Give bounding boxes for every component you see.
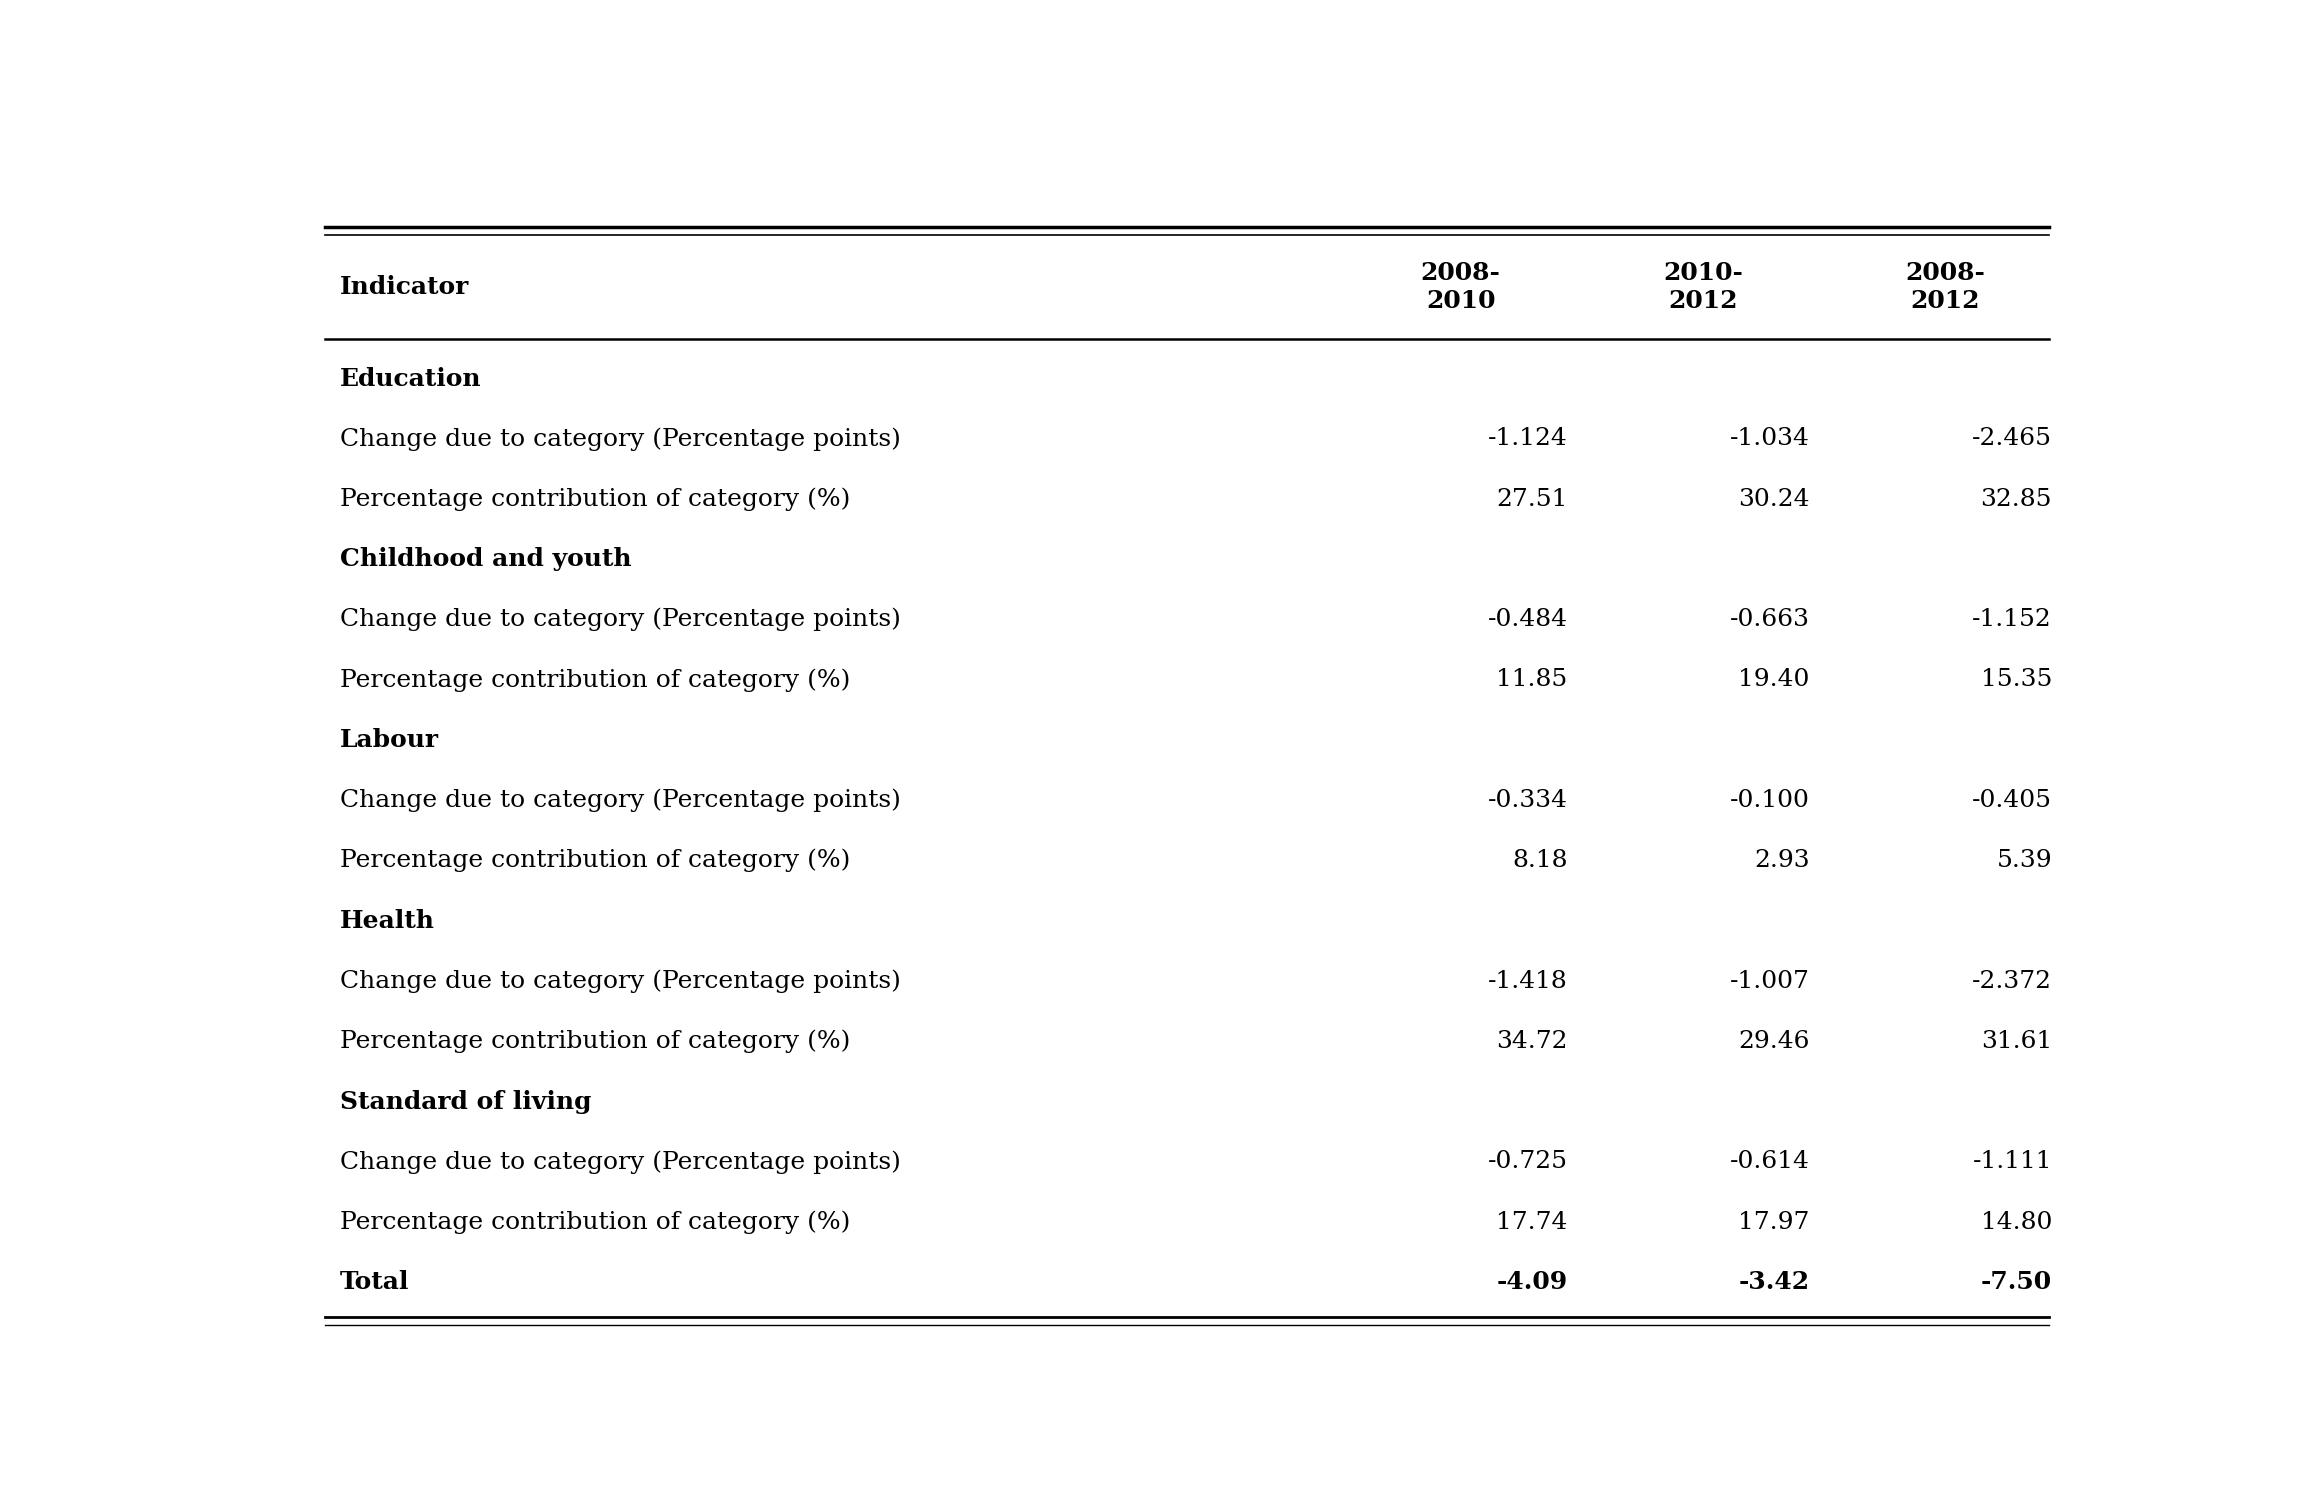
Text: -2.465: -2.465 [1973,427,2052,450]
Text: Labour: Labour [340,728,438,752]
Text: 19.40: 19.40 [1739,668,1809,691]
Text: 8.18: 8.18 [1512,849,1568,871]
Text: -1.124: -1.124 [1487,427,1568,450]
Text: -0.663: -0.663 [1730,608,1809,631]
Text: Education: Education [340,367,482,390]
Text: -1.111: -1.111 [1973,1150,2052,1174]
Text: 34.72: 34.72 [1496,1029,1568,1054]
Text: 2008-
2010: 2008- 2010 [1420,262,1501,313]
Text: -0.405: -0.405 [1973,789,2052,811]
Text: 30.24: 30.24 [1739,488,1809,510]
Text: Percentage contribution of category (%): Percentage contribution of category (%) [340,668,850,692]
Text: Standard of living: Standard of living [340,1090,591,1114]
Text: 15.35: 15.35 [1980,668,2052,691]
Text: -0.725: -0.725 [1487,1150,1568,1174]
Text: -0.614: -0.614 [1730,1150,1809,1174]
Text: 5.39: 5.39 [1996,849,2052,871]
Text: 27.51: 27.51 [1496,488,1568,510]
Text: -1.418: -1.418 [1487,969,1568,993]
Text: Percentage contribution of category (%): Percentage contribution of category (%) [340,1029,850,1054]
Text: Indicator: Indicator [340,275,470,299]
Text: -1.152: -1.152 [1973,608,2052,631]
Text: Percentage contribution of category (%): Percentage contribution of category (%) [340,849,850,873]
Text: 31.61: 31.61 [1980,1029,2052,1054]
Text: 11.85: 11.85 [1496,668,1568,691]
Text: Percentage contribution of category (%): Percentage contribution of category (%) [340,488,850,510]
Text: 14.80: 14.80 [1980,1210,2052,1234]
Text: 2008-
2012: 2008- 2012 [1906,262,1985,313]
Text: Change due to category (Percentage points): Change due to category (Percentage point… [340,427,901,450]
Text: -7.50: -7.50 [1980,1270,2052,1294]
Text: -2.372: -2.372 [1973,969,2052,993]
Text: 32.85: 32.85 [1980,488,2052,510]
Text: Total: Total [340,1270,410,1294]
Text: 17.74: 17.74 [1496,1210,1568,1234]
Text: -0.484: -0.484 [1487,608,1568,631]
Text: Health: Health [340,909,435,933]
Text: -1.007: -1.007 [1730,969,1809,993]
Text: -1.034: -1.034 [1730,427,1809,450]
Text: 2.93: 2.93 [1753,849,1809,871]
Text: Childhood and youth: Childhood and youth [340,548,632,572]
Text: -3.42: -3.42 [1739,1270,1809,1294]
Text: Change due to category (Percentage points): Change due to category (Percentage point… [340,789,901,813]
Text: Change due to category (Percentage points): Change due to category (Percentage point… [340,969,901,993]
Text: 2010-
2012: 2010- 2012 [1663,262,1744,313]
Text: -4.09: -4.09 [1496,1270,1568,1294]
Text: -0.100: -0.100 [1730,789,1809,811]
Text: 17.97: 17.97 [1739,1210,1809,1234]
Text: -0.334: -0.334 [1487,789,1568,811]
Text: Change due to category (Percentage points): Change due to category (Percentage point… [340,1150,901,1174]
Text: Percentage contribution of category (%): Percentage contribution of category (%) [340,1210,850,1234]
Text: 29.46: 29.46 [1739,1029,1809,1054]
Text: Change due to category (Percentage points): Change due to category (Percentage point… [340,608,901,631]
